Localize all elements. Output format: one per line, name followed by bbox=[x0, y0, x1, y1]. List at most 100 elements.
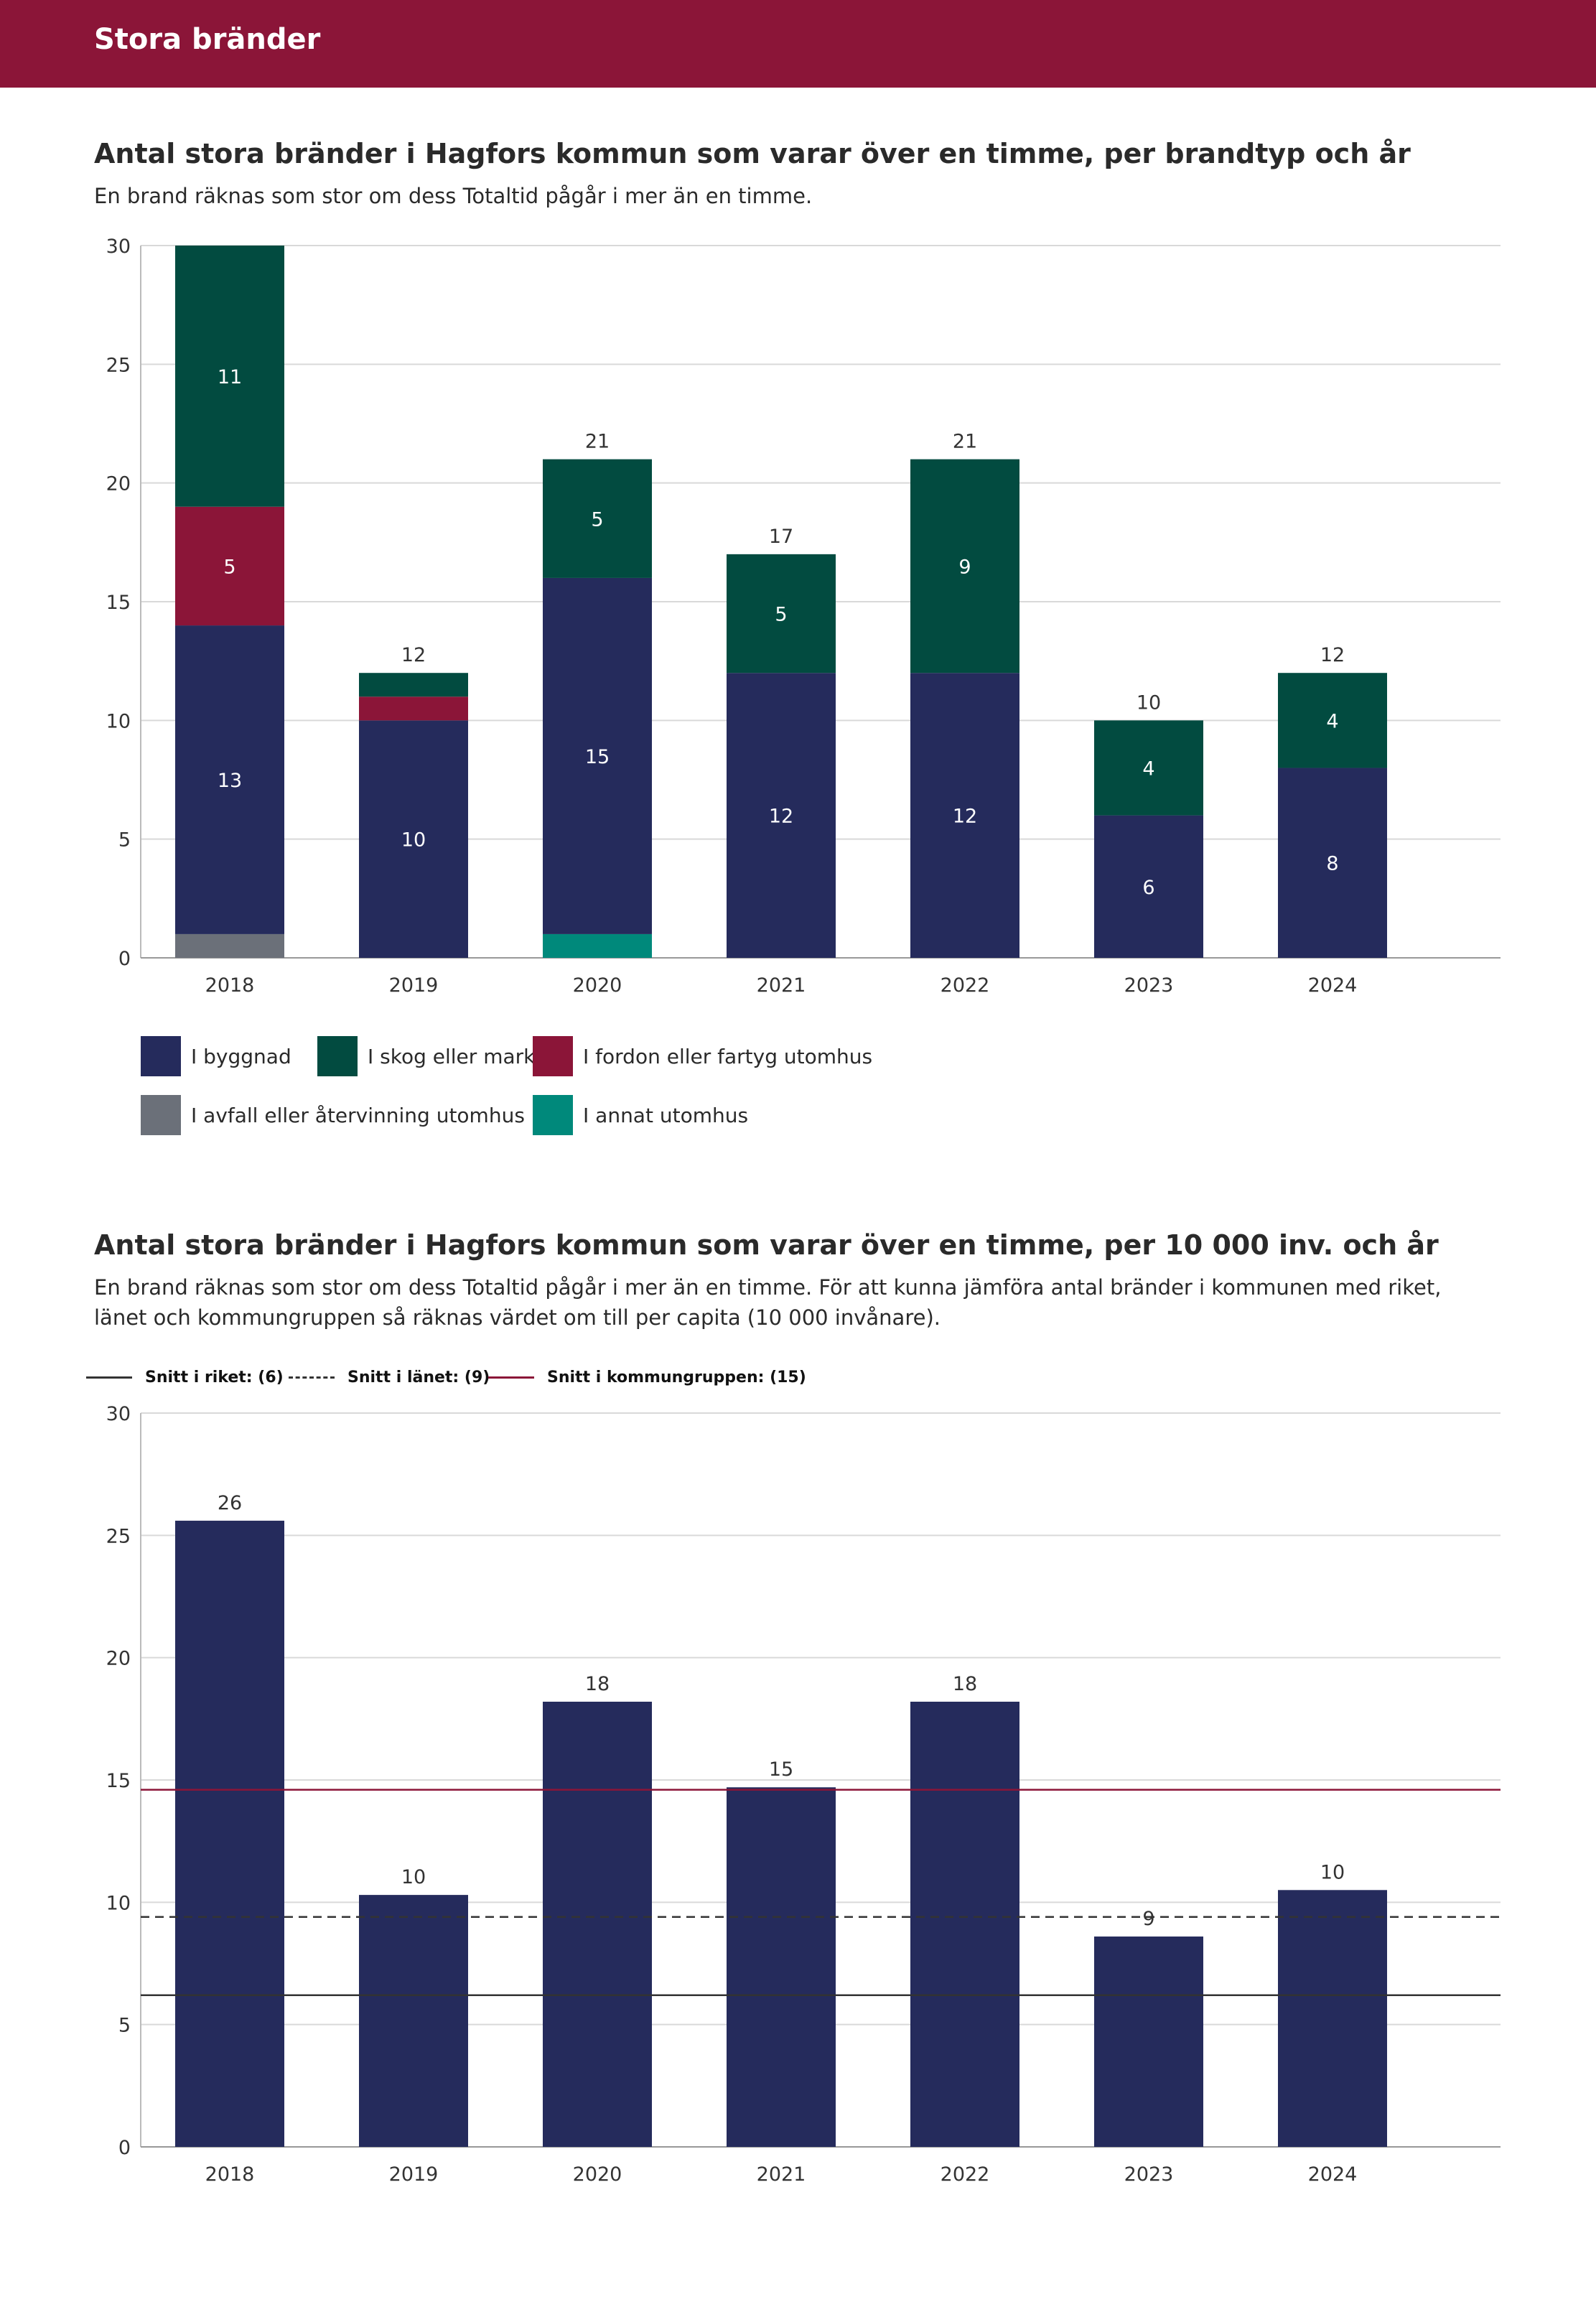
chart2-y-tick-label: 5 bbox=[118, 2015, 131, 2037]
chart2-x-tick-label: 2022 bbox=[941, 2163, 990, 2186]
chart2-y-tick-label: 0 bbox=[118, 2137, 131, 2159]
chart1-y-tick-label: 20 bbox=[106, 473, 131, 495]
chart1-y-tick-label: 25 bbox=[106, 354, 131, 376]
chart1-bar-skog bbox=[175, 246, 284, 507]
chart1-total-label: 21 bbox=[585, 431, 610, 453]
header-bar: Stora bränder bbox=[0, 0, 1596, 88]
chart2-bar bbox=[910, 1701, 1019, 2147]
chart2-x-tick-label: 2018 bbox=[205, 2163, 255, 2186]
chart1-segment-label: 5 bbox=[775, 604, 787, 626]
chart1-bar-skog bbox=[910, 459, 1019, 674]
chart1-segment-label: 5 bbox=[223, 556, 235, 578]
chart2-y-tick-label: 15 bbox=[106, 1770, 131, 1792]
chart2-title: Antal stora bränder i Hagfors kommun som… bbox=[94, 1229, 1439, 1261]
chart1-subtitle: En brand räknas som stor om dess Totalti… bbox=[94, 184, 813, 208]
chart1-total-label: 17 bbox=[769, 526, 793, 548]
chart1-bar-fordon bbox=[359, 696, 468, 721]
legend-swatch-fordon bbox=[533, 1036, 573, 1076]
legend-label-fordon: I fordon eller fartyg utomhus bbox=[583, 1044, 873, 1068]
legend-swatch-byggnad bbox=[141, 1036, 181, 1076]
chart2-x-tick-label: 2019 bbox=[389, 2163, 439, 2186]
legend-swatch-skog bbox=[317, 1036, 358, 1076]
chart1-bar-skog bbox=[543, 459, 652, 578]
chart1-bar-fordon bbox=[175, 506, 284, 626]
chart2-bar bbox=[359, 1895, 468, 2147]
chart1-bar-byggnad bbox=[175, 625, 284, 934]
chart1-y-tick-label: 0 bbox=[118, 948, 131, 970]
chart1-bar-skog bbox=[727, 554, 836, 674]
legend-label-lanet: Snitt i länet: (9) bbox=[347, 1369, 490, 1386]
chart1-y-tick-label: 5 bbox=[118, 829, 131, 852]
chart1-segment-label: 9 bbox=[958, 556, 971, 578]
chart1-bar-skog bbox=[1094, 720, 1203, 816]
chart2-data-label: 10 bbox=[401, 1866, 426, 1888]
chart1-x-tick-label: 2022 bbox=[941, 974, 990, 997]
chart2-y-tick-label: 20 bbox=[106, 1648, 131, 1670]
chart2-x-tick-label: 2024 bbox=[1308, 2163, 1358, 2186]
chart1-segment-label: 4 bbox=[1142, 758, 1154, 780]
chart1-segment-label: 11 bbox=[218, 366, 242, 388]
chart1-segment-label: 12 bbox=[953, 806, 977, 828]
legend-item-annat: I annat utomhus bbox=[533, 1095, 748, 1135]
chart2-x-tick-label: 2023 bbox=[1124, 2163, 1174, 2186]
chart2-bar bbox=[175, 1520, 284, 2147]
chart1-bar-byggnad bbox=[1278, 768, 1387, 958]
legend-label-annat: I annat utomhus bbox=[583, 1103, 749, 1127]
legend-swatch-avfall bbox=[141, 1095, 181, 1135]
page-title: Stora bränder bbox=[94, 23, 321, 56]
legend-label-avfall: I avfall eller återvinning utomhus bbox=[191, 1103, 525, 1127]
legend-item-kommungruppen: Snitt i kommungruppen: (15) bbox=[488, 1369, 806, 1386]
legend-item-fordon: I fordon eller fartyg utomhus bbox=[533, 1036, 872, 1076]
chart1-segment-label: 10 bbox=[401, 829, 426, 852]
chart2-subtitle: En brand räknas som stor om dess Totalti… bbox=[94, 1275, 1442, 1330]
chart2-y-tick-label: 30 bbox=[106, 1403, 131, 1425]
chart2-data-label: 10 bbox=[1320, 1861, 1345, 1883]
chart1-total-label: 21 bbox=[953, 431, 977, 453]
chart1-total-label: 10 bbox=[1137, 691, 1161, 714]
legend-swatch-annat bbox=[533, 1095, 573, 1135]
chart2-bar bbox=[543, 1701, 652, 2147]
chart1-plot: 0 5 10 15 20 25 30 2018 13 5 11 2019 10 12 2020 15 5 21 20… bbox=[106, 236, 1501, 997]
chart1-bar-byggnad bbox=[359, 720, 468, 958]
chart1-bar-byggnad bbox=[543, 577, 652, 934]
legend-item-lanet: Snitt i länet: (9) bbox=[289, 1369, 490, 1386]
chart2-data-label: 18 bbox=[585, 1673, 610, 1695]
legend-item-skog: I skog eller mark bbox=[317, 1036, 535, 1076]
chart2-data-label: 9 bbox=[1142, 1908, 1154, 1930]
chart2-bar bbox=[1094, 1937, 1203, 2147]
legend-item-riket: Snitt i riket: (6) bbox=[86, 1369, 284, 1386]
chart1-bar-byggnad bbox=[1094, 815, 1203, 958]
chart1-bar-byggnad bbox=[727, 673, 836, 958]
legend-item-byggnad: I byggnad bbox=[141, 1036, 291, 1076]
chart1-segment-label: 5 bbox=[591, 508, 603, 531]
legend-label-skog: I skog eller mark bbox=[368, 1044, 536, 1068]
chart1-total-label: 12 bbox=[1320, 644, 1345, 666]
chart1-segment-label: 12 bbox=[769, 806, 793, 828]
legend-line-lanet bbox=[289, 1376, 335, 1379]
legend-line-kommungruppen bbox=[488, 1376, 534, 1379]
chart2-data-label: 18 bbox=[953, 1673, 977, 1695]
chart1-bar-skog bbox=[359, 673, 468, 697]
chart1-bar-annat bbox=[543, 933, 652, 958]
chart1-x-tick-label: 2024 bbox=[1308, 974, 1358, 997]
chart1-segment-label: 4 bbox=[1326, 710, 1338, 732]
chart1-bar-byggnad bbox=[910, 673, 1019, 958]
chart1-y-tick-label: 15 bbox=[106, 592, 131, 614]
chart1-y-tick-label: 30 bbox=[106, 236, 131, 258]
chart1-x-tick-label: 2020 bbox=[573, 974, 622, 997]
chart2-bar bbox=[727, 1787, 836, 2147]
chart1-bar-skog bbox=[1278, 673, 1387, 768]
legend-line-riket bbox=[86, 1376, 132, 1379]
chart1-x-tick-label: 2023 bbox=[1124, 974, 1174, 997]
chart1-x-tick-label: 2019 bbox=[389, 974, 439, 997]
chart1-total-label: 12 bbox=[401, 644, 426, 666]
chart1-segment-label: 6 bbox=[1142, 877, 1154, 899]
chart1-title: Antal stora bränder i Hagfors kommun som… bbox=[94, 138, 1411, 169]
chart2-x-tick-label: 2020 bbox=[573, 2163, 622, 2186]
chart1-segment-label: 13 bbox=[218, 770, 242, 792]
chart1-x-tick-label: 2021 bbox=[757, 974, 806, 997]
chart2-x-tick-label: 2021 bbox=[757, 2163, 806, 2186]
legend-item-avfall: I avfall eller återvinning utomhus bbox=[141, 1095, 525, 1135]
chart2-y-tick-label: 10 bbox=[106, 1892, 131, 1914]
